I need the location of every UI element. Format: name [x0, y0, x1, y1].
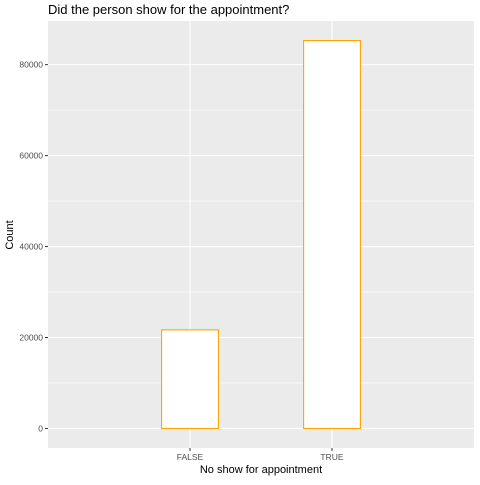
y-tick-label: 60000	[19, 151, 43, 161]
x-tick-label: TRUE	[320, 452, 343, 462]
y-tick-label: 20000	[19, 332, 43, 342]
chart-title: Did the person show for the appointment?	[48, 2, 289, 17]
y-axis: 0 20000 40000 60000 80000	[19, 60, 48, 433]
y-tick-label: 80000	[19, 60, 43, 70]
y-tick-label: 0	[38, 423, 43, 433]
x-axis-label: No show for appointment	[200, 464, 322, 476]
bar-true	[303, 40, 361, 429]
x-tick-label: FALSE	[177, 452, 204, 462]
y-axis-label: Count	[4, 220, 16, 249]
plot-panel	[48, 21, 474, 448]
y-tick-label: 40000	[19, 242, 43, 252]
x-axis: FALSE TRUE	[177, 448, 344, 462]
bar-false	[161, 329, 219, 429]
minor-grid	[48, 109, 474, 384]
bars	[161, 40, 361, 429]
